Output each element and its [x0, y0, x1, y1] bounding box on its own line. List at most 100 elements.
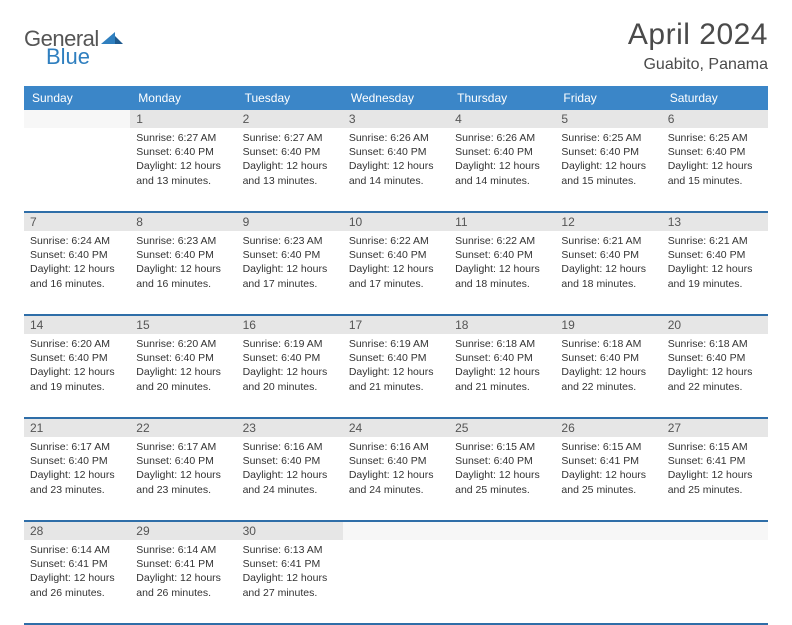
- day-detail: Sunrise: 6:19 AMSunset: 6:40 PMDaylight:…: [237, 334, 343, 400]
- day-cell: Sunrise: 6:14 AMSunset: 6:41 PMDaylight:…: [24, 540, 130, 624]
- sunset-text: Sunset: 6:40 PM: [455, 351, 549, 365]
- day-cell: [449, 540, 555, 624]
- day-detail: Sunrise: 6:26 AMSunset: 6:40 PMDaylight:…: [449, 128, 555, 194]
- sunset-text: Sunset: 6:40 PM: [349, 145, 443, 159]
- calendar-table: Sunday Monday Tuesday Wednesday Thursday…: [24, 86, 768, 625]
- sunrise-text: Sunrise: 6:16 AM: [243, 440, 337, 454]
- sunset-text: Sunset: 6:40 PM: [668, 351, 762, 365]
- day2-text: and 18 minutes.: [455, 277, 549, 291]
- sunrise-text: Sunrise: 6:21 AM: [668, 234, 762, 248]
- day-detail: Sunrise: 6:17 AMSunset: 6:40 PMDaylight:…: [24, 437, 130, 503]
- day-detail: Sunrise: 6:22 AMSunset: 6:40 PMDaylight:…: [449, 231, 555, 297]
- day2-text: and 16 minutes.: [30, 277, 124, 291]
- day-number: 12: [555, 212, 661, 231]
- day-detail: Sunrise: 6:16 AMSunset: 6:40 PMDaylight:…: [343, 437, 449, 503]
- detail-row: Sunrise: 6:27 AMSunset: 6:40 PMDaylight:…: [24, 128, 768, 212]
- sunrise-text: Sunrise: 6:17 AM: [136, 440, 230, 454]
- day-cell: Sunrise: 6:15 AMSunset: 6:40 PMDaylight:…: [449, 437, 555, 521]
- day-cell: Sunrise: 6:23 AMSunset: 6:40 PMDaylight:…: [130, 231, 236, 315]
- day-number: 8: [130, 212, 236, 231]
- day-header: Friday: [555, 86, 661, 110]
- daynum-row: 282930: [24, 521, 768, 540]
- sunrise-text: Sunrise: 6:24 AM: [30, 234, 124, 248]
- sunrise-text: Sunrise: 6:27 AM: [243, 131, 337, 145]
- sunset-text: Sunset: 6:41 PM: [30, 557, 124, 571]
- sunrise-text: Sunrise: 6:21 AM: [561, 234, 655, 248]
- day1-text: Daylight: 12 hours: [243, 262, 337, 276]
- day2-text: and 25 minutes.: [668, 483, 762, 497]
- day-cell: Sunrise: 6:19 AMSunset: 6:40 PMDaylight:…: [343, 334, 449, 418]
- day2-text: and 22 minutes.: [668, 380, 762, 394]
- sunrise-text: Sunrise: 6:27 AM: [136, 131, 230, 145]
- sunset-text: Sunset: 6:40 PM: [349, 454, 443, 468]
- day-number: 25: [449, 418, 555, 437]
- day-cell: Sunrise: 6:19 AMSunset: 6:40 PMDaylight:…: [237, 334, 343, 418]
- sunset-text: Sunset: 6:40 PM: [668, 248, 762, 262]
- day-cell: Sunrise: 6:20 AMSunset: 6:40 PMDaylight:…: [130, 334, 236, 418]
- sunset-text: Sunset: 6:40 PM: [455, 248, 549, 262]
- day2-text: and 19 minutes.: [668, 277, 762, 291]
- day2-text: and 18 minutes.: [561, 277, 655, 291]
- day-number: 1: [130, 110, 236, 128]
- day-number: 21: [24, 418, 130, 437]
- sunrise-text: Sunrise: 6:20 AM: [30, 337, 124, 351]
- day-cell: Sunrise: 6:13 AMSunset: 6:41 PMDaylight:…: [237, 540, 343, 624]
- day-detail: Sunrise: 6:20 AMSunset: 6:40 PMDaylight:…: [130, 334, 236, 400]
- day1-text: Daylight: 12 hours: [136, 365, 230, 379]
- month-title: April 2024: [628, 18, 768, 52]
- day-cell: Sunrise: 6:24 AMSunset: 6:40 PMDaylight:…: [24, 231, 130, 315]
- sunrise-text: Sunrise: 6:23 AM: [243, 234, 337, 248]
- day-number: 16: [237, 315, 343, 334]
- day2-text: and 25 minutes.: [455, 483, 549, 497]
- day-header: Wednesday: [343, 86, 449, 110]
- day-number: 29: [130, 521, 236, 540]
- detail-row: Sunrise: 6:14 AMSunset: 6:41 PMDaylight:…: [24, 540, 768, 624]
- sunrise-text: Sunrise: 6:26 AM: [455, 131, 549, 145]
- day2-text: and 26 minutes.: [30, 586, 124, 600]
- day1-text: Daylight: 12 hours: [136, 262, 230, 276]
- day-cell: Sunrise: 6:15 AMSunset: 6:41 PMDaylight:…: [555, 437, 661, 521]
- day-number: 26: [555, 418, 661, 437]
- day-cell: [24, 128, 130, 212]
- day-header: Tuesday: [237, 86, 343, 110]
- sunset-text: Sunset: 6:40 PM: [455, 454, 549, 468]
- day1-text: Daylight: 12 hours: [30, 365, 124, 379]
- day-number: [449, 521, 555, 540]
- day2-text: and 20 minutes.: [136, 380, 230, 394]
- day-detail: Sunrise: 6:14 AMSunset: 6:41 PMDaylight:…: [130, 540, 236, 606]
- day1-text: Daylight: 12 hours: [349, 262, 443, 276]
- day-detail: Sunrise: 6:27 AMSunset: 6:40 PMDaylight:…: [130, 128, 236, 194]
- day1-text: Daylight: 12 hours: [668, 365, 762, 379]
- day-detail: Sunrise: 6:24 AMSunset: 6:40 PMDaylight:…: [24, 231, 130, 297]
- day-number: 9: [237, 212, 343, 231]
- day2-text: and 26 minutes.: [136, 586, 230, 600]
- sunrise-text: Sunrise: 6:23 AM: [136, 234, 230, 248]
- day2-text: and 24 minutes.: [349, 483, 443, 497]
- day1-text: Daylight: 12 hours: [30, 571, 124, 585]
- day-header-row: Sunday Monday Tuesday Wednesday Thursday…: [24, 86, 768, 110]
- sunset-text: Sunset: 6:40 PM: [30, 248, 124, 262]
- day-cell: Sunrise: 6:21 AMSunset: 6:40 PMDaylight:…: [555, 231, 661, 315]
- day-cell: Sunrise: 6:15 AMSunset: 6:41 PMDaylight:…: [662, 437, 768, 521]
- day-number: [662, 521, 768, 540]
- day2-text: and 23 minutes.: [136, 483, 230, 497]
- day2-text: and 13 minutes.: [243, 174, 337, 188]
- sunset-text: Sunset: 6:41 PM: [243, 557, 337, 571]
- sunset-text: Sunset: 6:40 PM: [136, 145, 230, 159]
- day-detail: Sunrise: 6:25 AMSunset: 6:40 PMDaylight:…: [662, 128, 768, 194]
- sunset-text: Sunset: 6:40 PM: [30, 454, 124, 468]
- day2-text: and 19 minutes.: [30, 380, 124, 394]
- sunrise-text: Sunrise: 6:17 AM: [30, 440, 124, 454]
- day-detail: Sunrise: 6:23 AMSunset: 6:40 PMDaylight:…: [130, 231, 236, 297]
- day-header: Sunday: [24, 86, 130, 110]
- day-number: 30: [237, 521, 343, 540]
- day1-text: Daylight: 12 hours: [668, 159, 762, 173]
- day1-text: Daylight: 12 hours: [561, 262, 655, 276]
- sunrise-text: Sunrise: 6:16 AM: [349, 440, 443, 454]
- title-block: April 2024 Guabito, Panama: [628, 18, 768, 74]
- sunset-text: Sunset: 6:40 PM: [243, 145, 337, 159]
- day-number: 20: [662, 315, 768, 334]
- logo-mark-icon: [101, 28, 123, 51]
- day1-text: Daylight: 12 hours: [561, 159, 655, 173]
- day-number: 13: [662, 212, 768, 231]
